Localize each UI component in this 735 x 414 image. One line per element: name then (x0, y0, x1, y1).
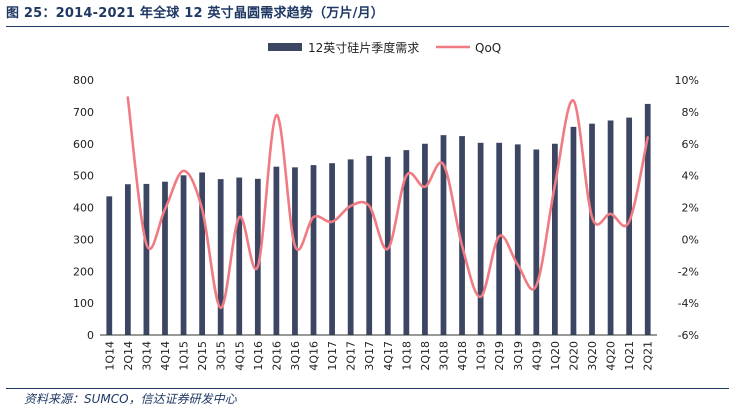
legend-line-label: QoQ (475, 41, 501, 55)
qoq-line (126, 96, 649, 310)
figure-title: 图 25：2014-2021 年全球 12 英寸晶圆需求趋势（万片/月） (6, 6, 384, 21)
bar (570, 126, 577, 335)
source-note: 资料来源：SUMCO，信达证券研发中心 (24, 392, 237, 406)
x-tick-label: 2Q18 (419, 341, 432, 371)
x-tick-label: 2Q16 (270, 341, 283, 371)
x-tick-label: 1Q19 (475, 341, 488, 371)
x-tick-label: 1Q14 (103, 341, 116, 371)
right-tick-label: 0% (682, 233, 699, 246)
bar (477, 142, 484, 335)
x-axis-labels: 1Q14 2Q14 3Q14 4Q14 1Q15 2Q15 3Q15 4Q15 1Q16 2Q16… (103, 341, 654, 371)
right-tick-label: -4% (678, 297, 699, 310)
bar (292, 167, 298, 335)
right-tick-label: 8% (682, 106, 699, 119)
right-tick-label: -2% (678, 265, 699, 278)
bar (496, 142, 503, 335)
x-tick-label: 2Q17 (345, 341, 358, 371)
right-axis-ticks: -6% -4% -2% 0% 2% 4% 6% 8% 10% (675, 74, 699, 342)
bar (347, 159, 354, 335)
bar (310, 165, 317, 335)
legend: 12英寸硅片季度需求 QoQ (268, 40, 501, 55)
x-tick-label: 2Q20 (567, 341, 580, 371)
title-divider (6, 26, 729, 27)
x-tick-label: 4Q14 (159, 341, 172, 371)
bar (273, 166, 280, 335)
right-tick-label: -6% (678, 329, 699, 342)
x-tick-label: 3Q18 (437, 341, 450, 371)
x-tick-label: 1Q20 (549, 341, 562, 371)
left-tick-label: 200 (73, 265, 94, 278)
x-tick-label: 3Q17 (363, 341, 376, 371)
x-tick-label: 1Q15 (178, 341, 191, 371)
x-tick-label: 3Q19 (512, 341, 525, 371)
left-tick-label: 700 (73, 106, 94, 119)
bar (106, 196, 113, 335)
bar (180, 175, 187, 335)
x-tick-label: 1Q18 (400, 341, 413, 371)
bar (403, 150, 410, 335)
x-tick-label: 4Q18 (456, 341, 469, 371)
source-divider (6, 388, 729, 389)
x-tick-label: 2Q19 (493, 341, 506, 371)
left-tick-label: 400 (73, 202, 94, 215)
bar (199, 172, 205, 335)
x-tick-label: 4Q17 (382, 341, 395, 371)
left-tick-label: 500 (73, 170, 94, 183)
x-tick-label: 1Q21 (623, 341, 636, 371)
legend-bar-swatch (268, 43, 302, 51)
left-tick-label: 100 (73, 297, 94, 310)
x-tick-label: 4Q19 (530, 341, 543, 371)
bar (552, 143, 558, 335)
x-tick-label: 1Q17 (326, 341, 339, 371)
bar (236, 177, 243, 335)
right-tick-label: 10% (675, 74, 699, 87)
right-tick-label: 2% (682, 202, 699, 215)
x-tick-label: 3Q14 (140, 341, 153, 371)
bar (514, 144, 521, 335)
left-tick-label: 800 (73, 74, 94, 87)
bar (124, 184, 131, 335)
x-tick-label: 3Q16 (289, 341, 302, 371)
bar (459, 136, 465, 335)
bar (422, 143, 428, 335)
x-tick-label: 2Q14 (122, 341, 135, 371)
bar (329, 163, 335, 335)
left-axis-ticks: 0 100 200 300 400 500 600 700 800 (73, 74, 94, 342)
bar (644, 103, 651, 335)
bar (162, 181, 168, 335)
x-tick-label: 2Q15 (196, 341, 209, 371)
x-tick-label: 4Q20 (605, 341, 618, 371)
bar (366, 155, 373, 335)
x-tick-label: 2Q21 (642, 341, 655, 371)
bar (626, 117, 633, 335)
bar-series (106, 103, 651, 335)
bar (254, 178, 261, 335)
bar (440, 135, 447, 335)
bar (143, 183, 150, 335)
left-tick-label: 300 (73, 233, 94, 246)
bar (384, 156, 391, 335)
x-tick-label: 3Q15 (215, 341, 228, 371)
bar (533, 149, 540, 335)
x-tick-label: 4Q16 (308, 341, 321, 371)
x-tick-label: 3Q20 (586, 341, 599, 371)
x-tick-label: 1Q16 (252, 341, 265, 371)
legend-bar-label: 12英寸硅片季度需求 (308, 40, 419, 55)
qoq-line-series (126, 96, 649, 310)
right-tick-label: 4% (682, 170, 699, 183)
right-tick-label: 6% (682, 138, 699, 151)
left-tick-label: 600 (73, 138, 94, 151)
bar (607, 120, 614, 335)
left-tick-label: 0 (87, 329, 94, 342)
bar (217, 179, 224, 335)
x-tick-label: 4Q15 (233, 341, 246, 371)
bar (589, 123, 595, 335)
